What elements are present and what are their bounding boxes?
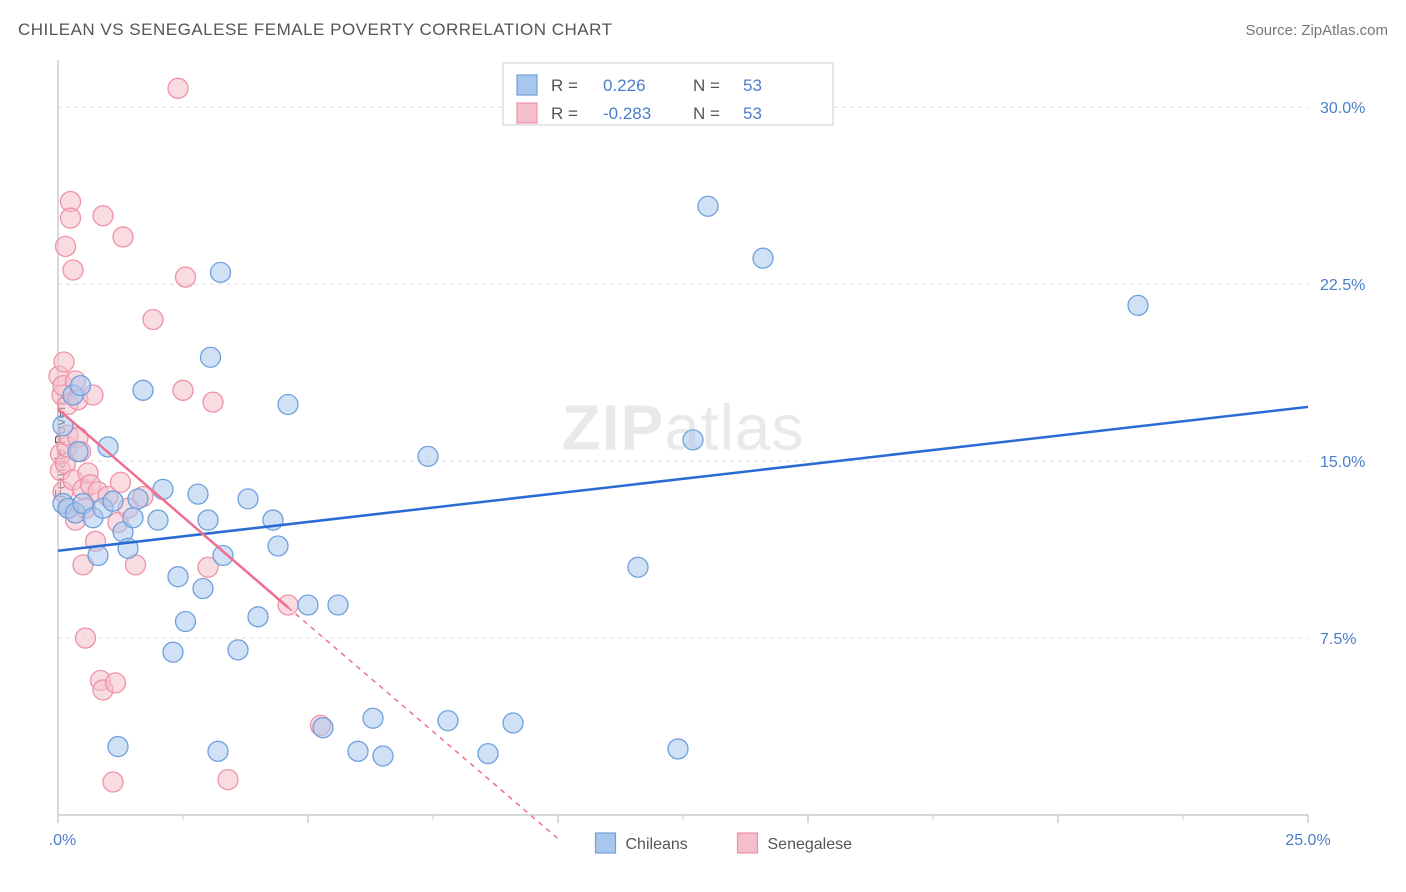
data-point <box>176 267 196 287</box>
data-point <box>163 642 183 662</box>
data-point <box>683 430 703 450</box>
data-point <box>478 744 498 764</box>
data-point <box>111 472 131 492</box>
svg-text:25.0%: 25.0% <box>1285 832 1330 849</box>
data-point <box>63 260 83 280</box>
data-point <box>76 628 96 648</box>
data-point <box>278 595 298 615</box>
data-point <box>108 737 128 757</box>
data-point <box>268 536 288 556</box>
data-point <box>278 394 298 414</box>
svg-text:0.0%: 0.0% <box>48 832 76 849</box>
source-label: Source: ZipAtlas.com <box>1245 22 1388 39</box>
data-point <box>1128 295 1148 315</box>
data-point <box>198 510 218 530</box>
data-point <box>176 612 196 632</box>
svg-text:-0.283: -0.283 <box>603 104 651 123</box>
data-point <box>61 208 81 228</box>
data-point <box>103 772 123 792</box>
data-point <box>218 770 238 790</box>
data-point <box>248 607 268 627</box>
svg-text:R =: R = <box>551 104 578 123</box>
data-point <box>168 567 188 587</box>
data-point <box>173 380 193 400</box>
data-point <box>133 380 153 400</box>
svg-text:7.5%: 7.5% <box>1320 631 1356 648</box>
svg-text:53: 53 <box>743 104 762 123</box>
legend-label: Senegalese <box>768 836 853 853</box>
data-point <box>148 510 168 530</box>
svg-text:N =: N = <box>693 76 720 95</box>
data-point <box>203 392 223 412</box>
svg-text:53: 53 <box>743 76 762 95</box>
data-point <box>211 262 231 282</box>
data-point <box>106 673 126 693</box>
data-point <box>68 442 88 462</box>
data-point <box>143 310 163 330</box>
data-point <box>628 557 648 577</box>
svg-text:0.226: 0.226 <box>603 76 646 95</box>
data-point <box>153 479 173 499</box>
data-point <box>668 739 688 759</box>
data-point <box>373 746 393 766</box>
legend-swatch <box>596 833 616 853</box>
data-point <box>201 347 221 367</box>
data-point <box>208 741 228 761</box>
chart-title: CHILEAN VS SENEGALESE FEMALE POVERTY COR… <box>18 20 612 40</box>
data-point <box>348 741 368 761</box>
chart-container: 7.5%15.0%22.5%30.0%0.0%25.0%ZIPatlasR =0… <box>48 55 1368 835</box>
data-point <box>71 376 91 396</box>
svg-text:ZIPatlas: ZIPatlas <box>562 391 805 463</box>
data-point <box>128 489 148 509</box>
data-point <box>328 595 348 615</box>
data-point <box>193 579 213 599</box>
data-point <box>113 227 133 247</box>
data-point <box>228 640 248 660</box>
legend-swatch <box>738 833 758 853</box>
legend-label: Chileans <box>626 836 688 853</box>
data-point <box>168 78 188 98</box>
data-point <box>313 718 333 738</box>
data-point <box>503 713 523 733</box>
svg-text:30.0%: 30.0% <box>1320 100 1365 117</box>
data-point <box>103 491 123 511</box>
svg-text:22.5%: 22.5% <box>1320 277 1365 294</box>
svg-text:15.0%: 15.0% <box>1320 454 1365 471</box>
data-point <box>238 489 258 509</box>
data-point <box>93 206 113 226</box>
data-point <box>298 595 318 615</box>
legend-swatch <box>517 75 537 95</box>
data-point <box>54 352 74 372</box>
data-point <box>56 236 76 256</box>
data-point <box>123 508 143 528</box>
data-point <box>698 196 718 216</box>
data-point <box>418 446 438 466</box>
data-point <box>753 248 773 268</box>
data-point <box>88 545 108 565</box>
data-point <box>438 711 458 731</box>
data-point <box>363 708 383 728</box>
data-point <box>188 484 208 504</box>
legend-swatch <box>517 103 537 123</box>
scatter-chart: 7.5% 15.0% 22.5% 30.0% 0.0% 25.0% ZIPatlas R = 0… <box>48 55 1368 870</box>
svg-text:R =: R = <box>551 76 578 95</box>
svg-text:N =: N = <box>693 104 720 123</box>
data-point <box>213 545 233 565</box>
